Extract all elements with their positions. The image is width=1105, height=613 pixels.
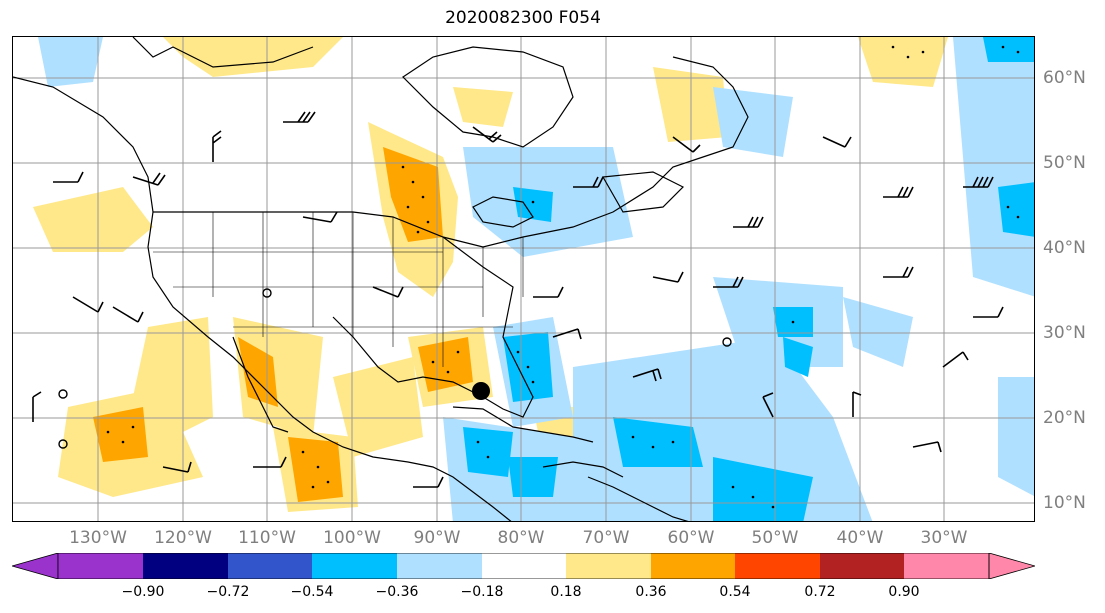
lon-label-40w: 40°W [836, 528, 884, 548]
significance-stippling [106, 45, 1020, 509]
map-panel [12, 36, 1035, 522]
colorbar-tick-label: −0.90 [121, 584, 165, 600]
lon-label-50w: 50°W [751, 528, 799, 548]
lon-label-80w: 80°W [497, 528, 545, 548]
colorbar-tick-label: 0.54 [719, 584, 751, 600]
colorbar-segment [397, 553, 482, 579]
colorbar-segment [312, 553, 397, 579]
lon-label-110w: 110°W [238, 528, 296, 548]
lon-label-90w: 90°W [413, 528, 461, 548]
storm-center-marker-icon [472, 382, 490, 400]
lon-label-60w: 60°W [667, 528, 715, 548]
colorbar-extend-high [988, 553, 1035, 579]
lat-lon-grid [13, 37, 1034, 521]
lat-label-50n: 50°N [1043, 153, 1086, 173]
lon-label-70w: 70°W [582, 528, 630, 548]
lon-label-120w: 120°W [154, 528, 212, 548]
lat-label-20n: 20°N [1043, 408, 1086, 428]
colorbar-segment [566, 553, 651, 579]
colorbar-segment [58, 553, 143, 579]
colorbar-tick-label: −0.72 [206, 584, 250, 600]
colorbar-tick-label: 0.72 [804, 584, 836, 600]
calm-circles [58, 288, 732, 449]
colorbar-segment [228, 553, 312, 579]
state-borders [153, 212, 524, 367]
colorbar-tick-label: −0.36 [375, 584, 419, 600]
lat-label-60n: 60°N [1043, 68, 1086, 88]
wind-barbs [32, 111, 1004, 488]
colorbar-tick-label: −0.18 [460, 584, 504, 600]
colorbar-segment [820, 553, 904, 579]
map-svg [13, 37, 1034, 521]
colorbar-segment [651, 553, 735, 579]
colorbar-tick-label: 0.90 [888, 584, 920, 600]
lat-label-40n: 40°N [1043, 238, 1086, 258]
colorbar-tick-label: −0.54 [290, 584, 334, 600]
colorbar-tick-label: 0.36 [635, 584, 667, 600]
lon-label-30w: 30°W [920, 528, 968, 548]
map-title: 2020082300 F054 [445, 8, 601, 28]
colorbar-segment [482, 553, 566, 579]
colorbar-extend-low [12, 553, 59, 579]
colorbar-segment [904, 553, 989, 579]
lon-label-130w: 130°W [69, 528, 127, 548]
coastlines [13, 37, 749, 521]
positive-anomaly-core [93, 147, 473, 502]
lat-label-10n: 10°N [1043, 493, 1086, 513]
colorbar-segment [735, 553, 820, 579]
colorbar [12, 553, 1035, 579]
lon-label-100w: 100°W [323, 528, 381, 548]
colorbar-segment [143, 553, 228, 579]
colorbar-tick-label: 0.18 [550, 584, 582, 600]
lat-label-30n: 30°N [1043, 323, 1086, 343]
